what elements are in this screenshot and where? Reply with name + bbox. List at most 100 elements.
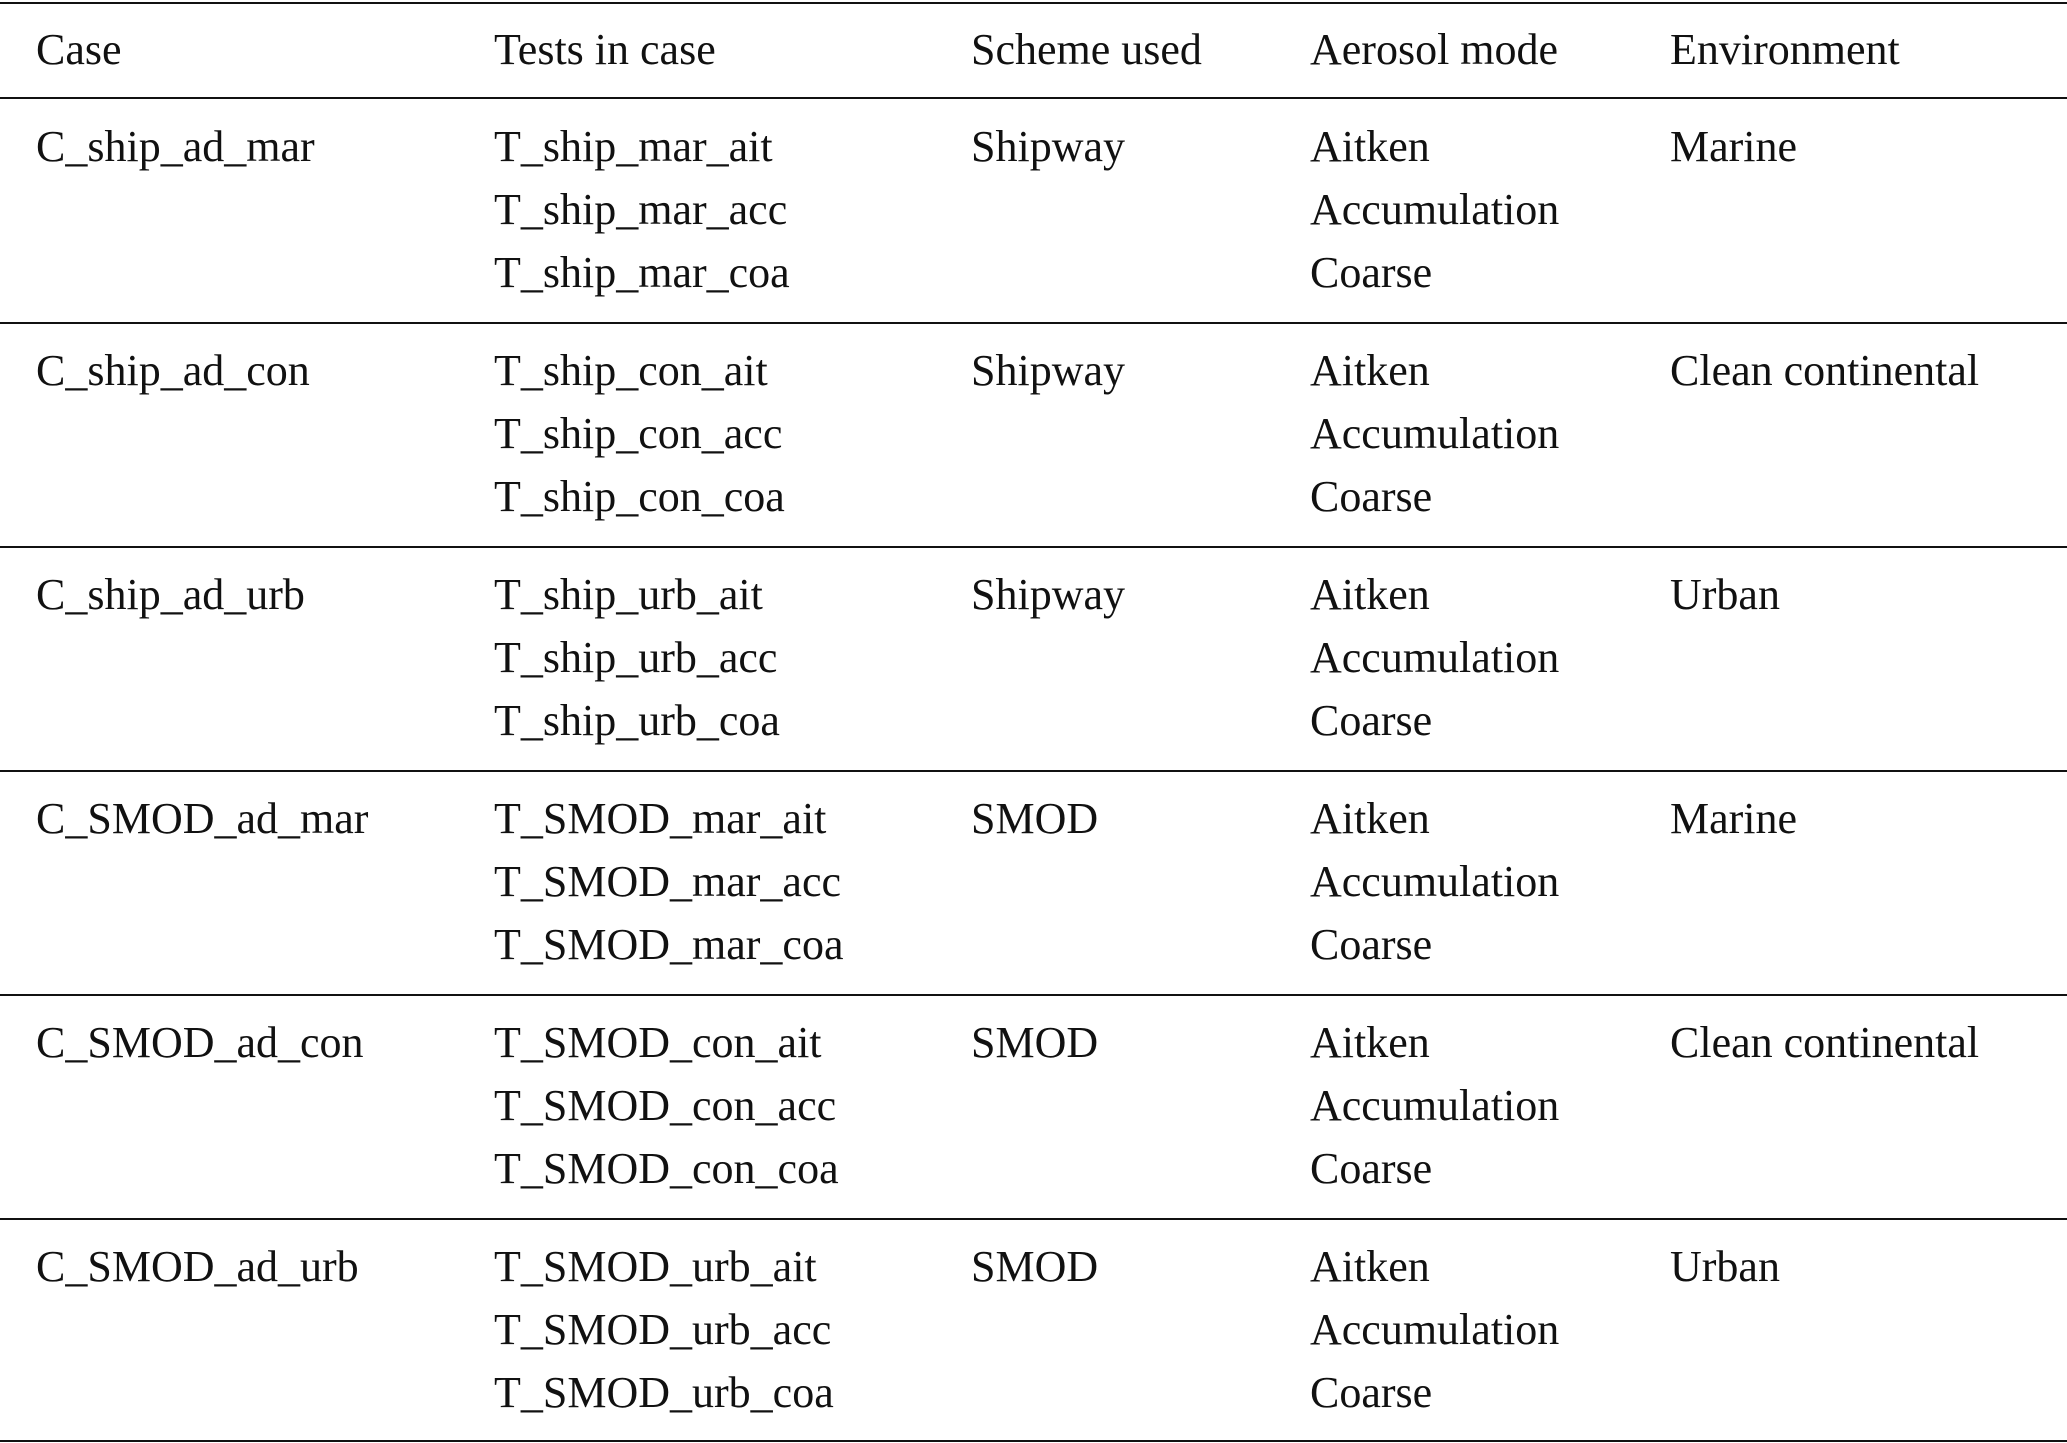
- mode-cell-line: Aitken: [1310, 794, 1430, 843]
- mode-cell: Aitken Accumulation Coarse: [1310, 115, 1559, 304]
- mode-cell-line: Accumulation: [1310, 857, 1560, 906]
- environment-cell-line: Urban: [1670, 570, 1780, 619]
- scheme-cell-line: Shipway: [971, 346, 1125, 395]
- tests-cell-line: T_SMOD_con_ait: [494, 1018, 822, 1067]
- mode-cell-line: Coarse: [1310, 248, 1433, 297]
- mode-cell-line: Coarse: [1310, 472, 1433, 521]
- header-rule: [0, 97, 2067, 99]
- tests-cell: T_SMOD_mar_ait T_SMOD_mar_acc T_SMOD_mar_c…: [494, 787, 844, 976]
- mode-cell: Aitken Accumulation Coarse: [1310, 1011, 1559, 1200]
- tests-cell: T_ship_con_ait T_ship_con_acc T_ship_con_c…: [494, 339, 785, 528]
- tests-cell-line: T_ship_con_ait: [494, 346, 768, 395]
- tests-cell-line: T_SMOD_urb_coa: [494, 1368, 834, 1417]
- scheme-cell: SMOD: [971, 1011, 1098, 1074]
- tests-cell-line: T_ship_con_coa: [494, 472, 785, 521]
- mode-cell: Aitken Accumulation Coarse: [1310, 1235, 1559, 1424]
- mode-cell-line: Coarse: [1310, 1144, 1433, 1193]
- table-header: Case Tests in case Scheme used Aerosol m…: [0, 3, 2067, 97]
- environment-cell: Clean continental: [1670, 339, 1979, 402]
- tests-cell-line: T_ship_mar_acc: [494, 185, 788, 234]
- environment-cell: Clean continental: [1670, 1011, 1979, 1074]
- table-row: C_SMOD_ad_urb T_SMOD_urb_ait T_SMOD_urb_ac…: [0, 1218, 2067, 1442]
- mode-cell-line: Coarse: [1310, 920, 1433, 969]
- tests-cell-line: T_SMOD_mar_ait: [494, 794, 827, 843]
- mode-cell-line: Accumulation: [1310, 409, 1560, 458]
- environment-cell: Marine: [1670, 787, 1797, 850]
- scheme-cell: Shipway: [971, 563, 1125, 626]
- scheme-cell-line: SMOD: [971, 794, 1099, 843]
- case-cell-line: C_SMOD_ad_con: [36, 1018, 364, 1067]
- case-cell: C_ship_ad_urb: [36, 563, 305, 626]
- header-scheme: Scheme used: [971, 25, 1202, 74]
- tests-cell: T_SMOD_con_ait T_SMOD_con_acc T_SMOD_con_c…: [494, 1011, 839, 1200]
- scheme-cell-line: Shipway: [971, 122, 1125, 171]
- row-rule: [0, 1218, 2067, 1220]
- environment-cell: Urban: [1670, 1235, 1780, 1298]
- mode-cell: Aitken Accumulation Coarse: [1310, 339, 1559, 528]
- case-cell-line: C_ship_ad_con: [36, 346, 310, 395]
- tests-cell-line: T_ship_urb_ait: [494, 570, 763, 619]
- tests-cell-line: T_ship_con_acc: [494, 409, 783, 458]
- mode-cell-line: Accumulation: [1310, 185, 1560, 234]
- mode-cell-line: Aitken: [1310, 346, 1430, 395]
- case-cell-line: C_ship_ad_mar: [36, 122, 315, 171]
- header-tests: Tests in case: [494, 25, 716, 74]
- header-environment: Environment: [1670, 25, 1900, 74]
- mode-cell-line: Coarse: [1310, 1368, 1433, 1417]
- top-rule: [0, 2, 2067, 4]
- environment-cell: Urban: [1670, 563, 1780, 626]
- tests-cell-line: T_ship_urb_acc: [494, 633, 778, 682]
- table-row: C_SMOD_ad_con T_SMOD_con_ait T_SMOD_con_ac…: [0, 994, 2067, 1218]
- mode-cell-line: Aitken: [1310, 122, 1430, 171]
- mode-cell-line: Accumulation: [1310, 1305, 1560, 1354]
- mode-cell-line: Coarse: [1310, 696, 1433, 745]
- table-row: C_ship_ad_con T_ship_con_ait T_ship_con_ac…: [0, 322, 2067, 546]
- mode-cell-line: Accumulation: [1310, 1081, 1560, 1130]
- scheme-cell: SMOD: [971, 1235, 1098, 1298]
- tests-cell-line: T_SMOD_con_acc: [494, 1081, 837, 1130]
- tests-cell-line: T_SMOD_con_coa: [494, 1144, 839, 1193]
- tests-cell: T_ship_urb_ait T_ship_urb_acc T_ship_urb_c…: [494, 563, 780, 752]
- environment-cell-line: Marine: [1670, 122, 1798, 171]
- tests-cell-line: T_SMOD_mar_acc: [494, 857, 842, 906]
- scheme-cell: Shipway: [971, 339, 1125, 402]
- row-rule: [0, 994, 2067, 996]
- tests-cell-line: T_SMOD_mar_coa: [494, 920, 844, 969]
- scheme-cell: Shipway: [971, 115, 1125, 178]
- tests-cell-line: T_ship_mar_coa: [494, 248, 790, 297]
- case-cell-line: C_SMOD_ad_urb: [36, 1242, 359, 1291]
- environment-cell-line: Clean continental: [1670, 346, 1980, 395]
- environment-cell-line: Clean continental: [1670, 1018, 1980, 1067]
- table-row: C_SMOD_ad_mar T_SMOD_mar_ait T_SMOD_mar_ac…: [0, 770, 2067, 994]
- row-rule: [0, 322, 2067, 324]
- table-row: C_ship_ad_mar T_ship_mar_ait T_ship_mar_ac…: [0, 98, 2067, 322]
- mode-cell-line: Aitken: [1310, 570, 1430, 619]
- row-rule: [0, 546, 2067, 548]
- mode-cell-line: Aitken: [1310, 1242, 1430, 1291]
- case-cell: C_SMOD_ad_urb: [36, 1235, 359, 1298]
- mode-cell: Aitken Accumulation Coarse: [1310, 787, 1559, 976]
- case-cell-line: C_ship_ad_urb: [36, 570, 305, 619]
- tests-cell: T_ship_mar_ait T_ship_mar_acc T_ship_mar_c…: [494, 115, 790, 304]
- scheme-cell-line: SMOD: [971, 1018, 1099, 1067]
- header-mode: Aerosol mode: [1310, 25, 1559, 74]
- tests-cell-line: T_ship_mar_ait: [494, 122, 773, 171]
- tests-cell-line: T_SMOD_urb_acc: [494, 1305, 832, 1354]
- row-rule: [0, 1440, 2067, 1442]
- case-cell: C_ship_ad_con: [36, 339, 310, 402]
- row-rule: [0, 770, 2067, 772]
- case-cell: C_ship_ad_mar: [36, 115, 315, 178]
- mode-cell: Aitken Accumulation Coarse: [1310, 563, 1559, 752]
- scheme-cell-line: Shipway: [971, 570, 1125, 619]
- scheme-cell-line: SMOD: [971, 1242, 1099, 1291]
- header-case: Case: [36, 25, 122, 74]
- mode-cell-line: Accumulation: [1310, 633, 1560, 682]
- table-row: C_ship_ad_urb T_ship_urb_ait T_ship_urb_ac…: [0, 546, 2067, 770]
- tests-cell-line: T_ship_urb_coa: [494, 696, 780, 745]
- case-cell: C_SMOD_ad_con: [36, 1011, 364, 1074]
- tests-cell: T_SMOD_urb_ait T_SMOD_urb_acc T_SMOD_urb_c…: [494, 1235, 834, 1424]
- mode-cell-line: Aitken: [1310, 1018, 1430, 1067]
- scheme-cell: SMOD: [971, 787, 1098, 850]
- environment-cell: Marine: [1670, 115, 1797, 178]
- tests-cell-line: T_SMOD_urb_ait: [494, 1242, 817, 1291]
